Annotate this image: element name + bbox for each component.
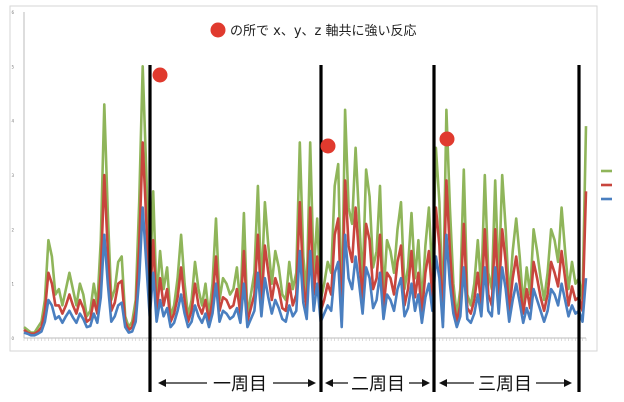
- period-1-arrowhead-right: [308, 379, 316, 387]
- period-2-arrowhead-right: [422, 379, 430, 387]
- period-2: 二周目: [325, 374, 430, 395]
- peak-marker-3: [439, 131, 455, 147]
- period-3-arrowhead-right: [564, 379, 572, 387]
- legend: [601, 169, 612, 201]
- period-1-arrowhead-left: [158, 379, 166, 387]
- period-dividers: [148, 65, 581, 392]
- peak-marker-2: [320, 138, 336, 154]
- period-labels: 一周目 二周目 三周目: [158, 374, 572, 395]
- period-3: 三周目: [439, 374, 572, 395]
- x-axis: [23, 337, 587, 341]
- y-tick-label: 0: [11, 336, 14, 341]
- period-2-label: 二周目: [351, 374, 405, 395]
- y-tick-label: 4: [11, 119, 14, 124]
- y-tick-label: 2: [11, 227, 14, 232]
- series-line-3: [23, 206, 588, 337]
- y-tick-label: 3: [11, 173, 14, 178]
- y-tick-label: 1: [11, 282, 14, 287]
- y-tick-label: 6: [11, 10, 14, 15]
- period-3-label: 三周目: [478, 374, 532, 395]
- y-tick-label: 5: [11, 64, 14, 69]
- peak-markers: [152, 67, 455, 154]
- annotation-text: の所で x、y、z 軸共に強い反応: [230, 24, 416, 39]
- peak-marker-1: [152, 67, 168, 83]
- period-1: 一周目: [158, 374, 316, 395]
- annotation: の所で x、y、z 軸共に強い反応: [210, 22, 416, 39]
- y-axis: 0 1 2 3 4 5 6: [11, 10, 25, 341]
- period-3-arrowhead-left: [439, 379, 447, 387]
- series-layer: [23, 65, 588, 337]
- period-2-arrowhead-left: [325, 379, 333, 387]
- annotation-marker: [210, 22, 226, 38]
- period-1-label: 一周目: [213, 374, 267, 395]
